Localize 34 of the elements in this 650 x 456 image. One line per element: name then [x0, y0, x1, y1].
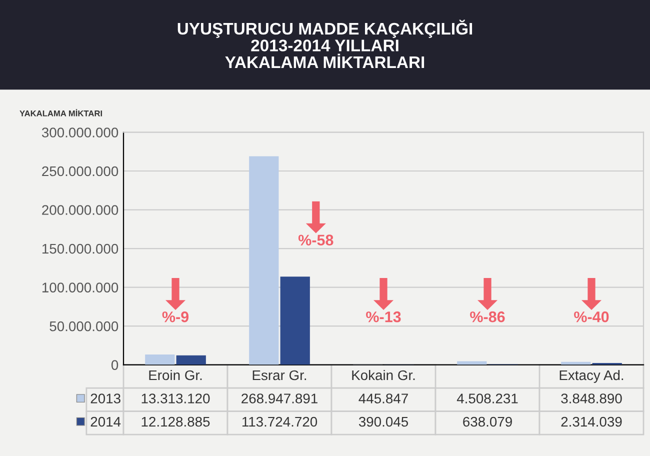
- x-tick-label: Eroin Gr.: [149, 370, 202, 380]
- annotation: %-9: [162, 311, 189, 322]
- chart-title: UYUŞTURUCU MADDE KAÇAKÇILIĞI 2013-2014 YILLARI YAKALAMA MİKTARLARI: [178, 20, 472, 68]
- x-tick-label: Kokain Gr.: [352, 370, 415, 380]
- data-label: 390.045: [358, 416, 408, 427]
- bar: [249, 156, 279, 365]
- annotation: %-58: [298, 234, 334, 246]
- annotation: %-40: [574, 311, 609, 322]
- data-label: 445.847: [358, 394, 408, 404]
- y-tick-label: 300.000.000: [42, 128, 118, 138]
- x-tick-label: Extacy Ad.: [560, 370, 624, 383]
- bar: [145, 354, 175, 365]
- bar: [176, 355, 206, 365]
- data-label: 113.724.720: [242, 416, 318, 427]
- y-tick-label: 200.000.000: [42, 205, 118, 215]
- y-tick-label: 250.000.000: [42, 166, 118, 176]
- annotation: %-86: [470, 311, 505, 322]
- data-label: 4.508.231: [456, 394, 518, 404]
- annotation: %-13: [366, 311, 401, 322]
- legend-label: 2013: [90, 394, 120, 404]
- y-tick-label: 100.000.000: [42, 282, 118, 292]
- legend-label: 2014: [90, 416, 121, 427]
- data-label: 638.079: [463, 416, 512, 427]
- data-label: 12.128.885: [142, 416, 210, 427]
- bar: [280, 276, 310, 365]
- y-axis-title: YAKALAMA MİKTARI: [20, 109, 102, 116]
- y-tick-label: 50.000.000: [50, 321, 118, 332]
- data-label: 13.313.120: [142, 394, 210, 404]
- data-label: 2.314.039: [561, 416, 622, 427]
- x-tick-label: Esrar Gr.: [252, 370, 306, 380]
- data-label: 3.848.890: [561, 394, 622, 404]
- y-tick-label: 150.000.000: [42, 244, 118, 254]
- y-tick-label: 0: [111, 360, 118, 370]
- data-label: 268.947.891: [242, 394, 318, 404]
